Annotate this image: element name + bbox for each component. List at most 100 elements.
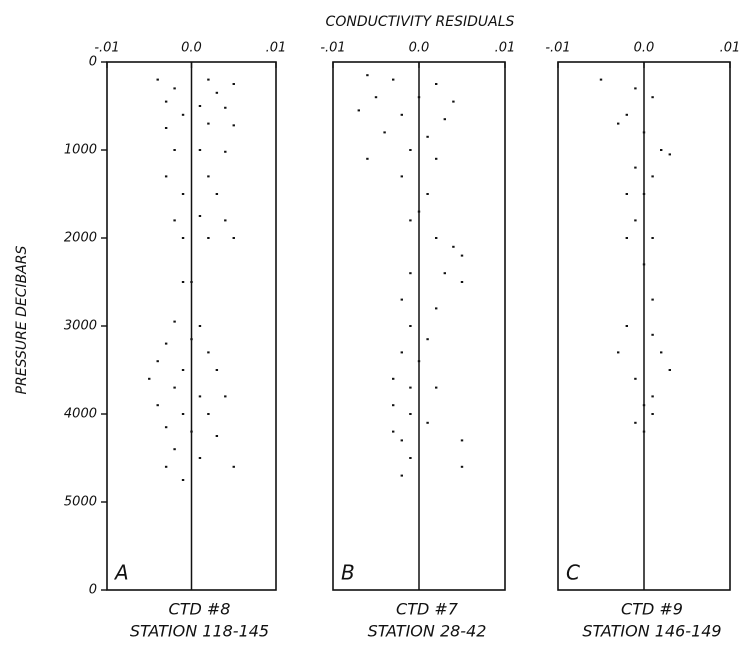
point <box>392 430 395 433</box>
point <box>215 435 219 437</box>
point <box>435 307 438 310</box>
point <box>181 113 185 116</box>
point <box>617 351 620 354</box>
point <box>207 175 210 178</box>
point <box>224 106 227 109</box>
point <box>164 175 168 178</box>
y-tick-label: 0 <box>89 55 97 70</box>
point <box>224 150 227 153</box>
y-tick-label: 2000 <box>64 231 97 246</box>
point <box>232 465 235 468</box>
point <box>400 175 403 178</box>
point <box>198 215 202 217</box>
y-tick-label: 3000 <box>64 319 97 334</box>
point <box>400 474 403 477</box>
point <box>426 421 429 424</box>
point <box>392 377 395 380</box>
panel-label: A <box>113 561 129 585</box>
point <box>181 479 185 481</box>
point <box>625 193 628 195</box>
point <box>617 122 620 125</box>
point <box>634 421 637 424</box>
point <box>460 465 464 468</box>
point <box>642 404 646 407</box>
point <box>164 342 168 345</box>
point <box>164 465 168 468</box>
point <box>156 360 159 363</box>
x-axis-label: CTD #7 <box>396 600 459 619</box>
point <box>409 457 412 459</box>
point <box>417 210 421 213</box>
point <box>392 404 395 407</box>
point <box>651 395 654 398</box>
point <box>668 369 671 371</box>
point <box>443 272 446 275</box>
y-tick-label: 5000 <box>64 495 97 510</box>
point <box>357 109 360 112</box>
point <box>634 166 637 169</box>
point <box>198 105 202 107</box>
point <box>642 430 646 433</box>
point <box>400 298 403 301</box>
point <box>651 175 654 178</box>
x-tick-label: .01 <box>266 41 287 56</box>
x-tick-label: .01 <box>720 41 741 56</box>
point <box>443 118 446 121</box>
point <box>198 395 202 398</box>
x-tick-label: .01 <box>495 41 516 56</box>
point <box>173 448 176 451</box>
point <box>668 153 671 156</box>
point <box>181 413 185 415</box>
y-tick-label: 1000 <box>64 143 97 158</box>
point <box>173 219 176 222</box>
point <box>224 219 227 222</box>
point <box>625 325 628 327</box>
point <box>164 426 168 429</box>
point <box>625 237 628 239</box>
panel-label: B <box>341 561 355 585</box>
point <box>634 219 637 222</box>
point <box>400 113 403 116</box>
point <box>651 96 654 99</box>
x-axis-label: STATION 118-145 <box>130 622 269 641</box>
point <box>190 281 193 283</box>
point <box>642 263 646 266</box>
point <box>400 351 403 354</box>
point <box>642 193 646 195</box>
point <box>400 439 403 442</box>
point <box>181 193 185 195</box>
point <box>232 237 235 239</box>
x-tick-label: 0.0 <box>409 41 430 56</box>
point <box>660 351 663 354</box>
point <box>409 272 412 275</box>
x-axis-label: CTD #9 <box>621 600 683 619</box>
point <box>232 83 235 85</box>
point <box>366 74 369 77</box>
point <box>374 96 378 99</box>
point <box>181 281 185 283</box>
point <box>426 135 429 138</box>
point <box>173 87 176 90</box>
point <box>452 100 455 103</box>
point <box>198 325 202 327</box>
point <box>435 157 438 160</box>
point <box>207 122 210 125</box>
point <box>435 237 438 239</box>
point <box>599 78 603 81</box>
point <box>215 369 219 371</box>
point <box>156 404 159 407</box>
point <box>625 113 628 116</box>
point <box>190 338 193 341</box>
point <box>452 245 455 248</box>
point <box>409 413 412 415</box>
y-axis-label: PRESSURE DECIBARS <box>14 245 30 394</box>
point <box>460 281 464 283</box>
y-tick-label: 0 <box>89 583 97 598</box>
point <box>156 78 159 81</box>
point <box>148 377 151 380</box>
x-tick-label: 0.0 <box>634 41 655 56</box>
x-tick-label: -.01 <box>94 41 119 56</box>
x-axis-label: STATION 146-149 <box>582 622 721 641</box>
point <box>232 124 235 127</box>
point <box>660 149 663 151</box>
